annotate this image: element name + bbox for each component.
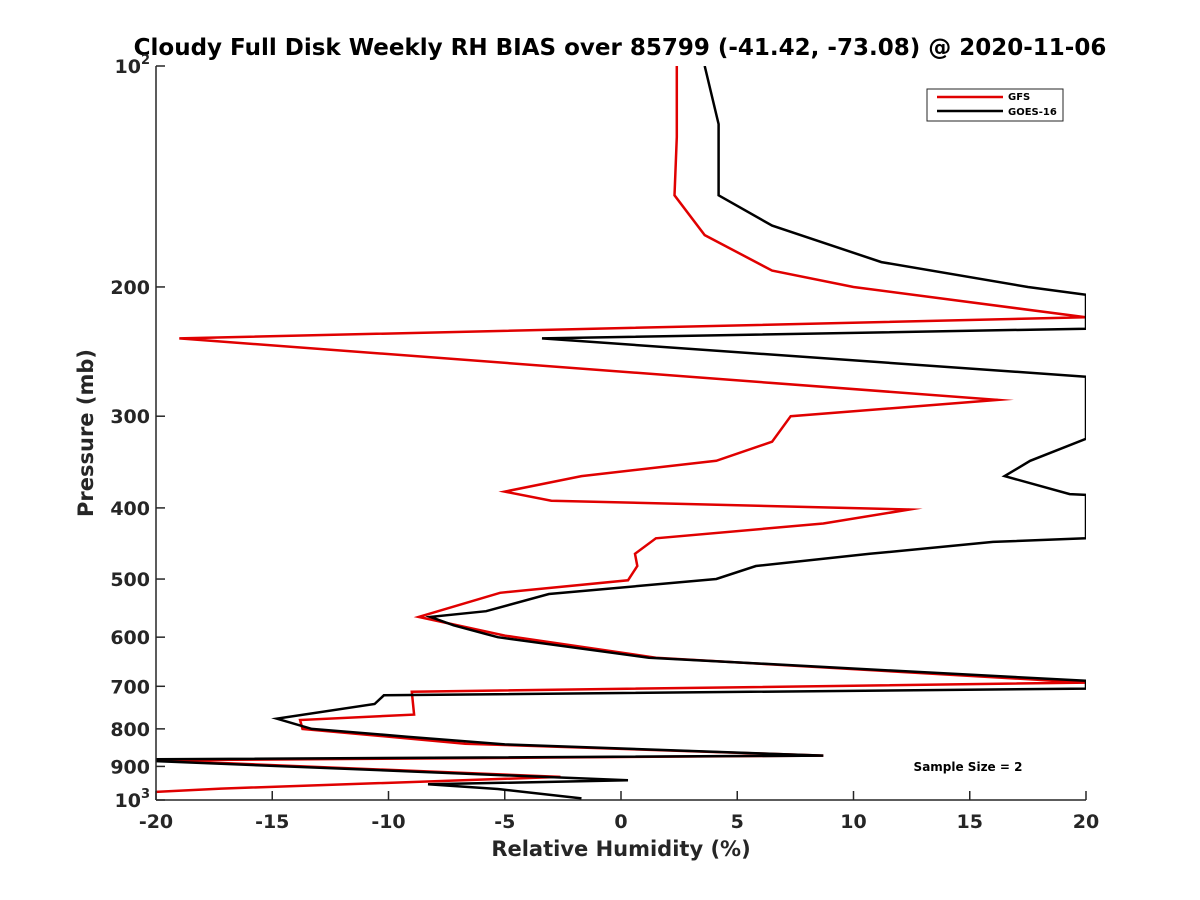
y-tick-exponent: 3 xyxy=(141,787,150,802)
x-tick-label: 5 xyxy=(731,811,744,833)
x-tick-label: 0 xyxy=(614,811,627,833)
legend-box xyxy=(926,88,1064,122)
y-tick-label: 900 xyxy=(110,756,150,778)
series-layer xyxy=(156,66,1086,800)
y-tick-label: 400 xyxy=(110,498,150,520)
x-tick-label: -20 xyxy=(139,811,173,833)
y-tick-label: 800 xyxy=(110,719,150,741)
plot-area xyxy=(156,66,1086,800)
y-tick-label: 102 xyxy=(115,53,151,78)
x-axis-label: Relative Humidity (%) xyxy=(491,837,750,861)
y-axis-label: Pressure (mb) xyxy=(74,349,98,517)
x-axis-ticks: -20 -15 -10 -5 0 5 10 15 20 xyxy=(139,791,1099,833)
sample-size-annotation: Sample Size = 2 xyxy=(914,760,1023,774)
chart-title: Cloudy Full Disk Weekly RH BIAS over 857… xyxy=(134,35,1107,61)
legend: GFS GOES-16 xyxy=(926,88,1064,122)
x-tick-label: 15 xyxy=(957,811,983,833)
y-tick-label: 700 xyxy=(110,676,150,698)
x-tick-label: 10 xyxy=(840,811,866,833)
x-tick-label: -15 xyxy=(255,811,289,833)
y-tick-exponent: 2 xyxy=(141,53,150,68)
legend-label-goes16: GOES-16 xyxy=(1008,107,1057,118)
y-tick-label: 600 xyxy=(110,627,150,649)
x-tick-label: -5 xyxy=(494,811,515,833)
series-line-goes16 xyxy=(156,66,1086,800)
x-tick-label: 20 xyxy=(1073,811,1099,833)
y-tick-label: 500 xyxy=(110,569,150,591)
y-tick-label: 300 xyxy=(110,406,150,428)
x-tick-label: -10 xyxy=(371,811,405,833)
y-tick-label: 200 xyxy=(110,277,150,299)
y-tick-label: 103 xyxy=(115,787,151,812)
legend-label-gfs: GFS xyxy=(1008,92,1030,103)
